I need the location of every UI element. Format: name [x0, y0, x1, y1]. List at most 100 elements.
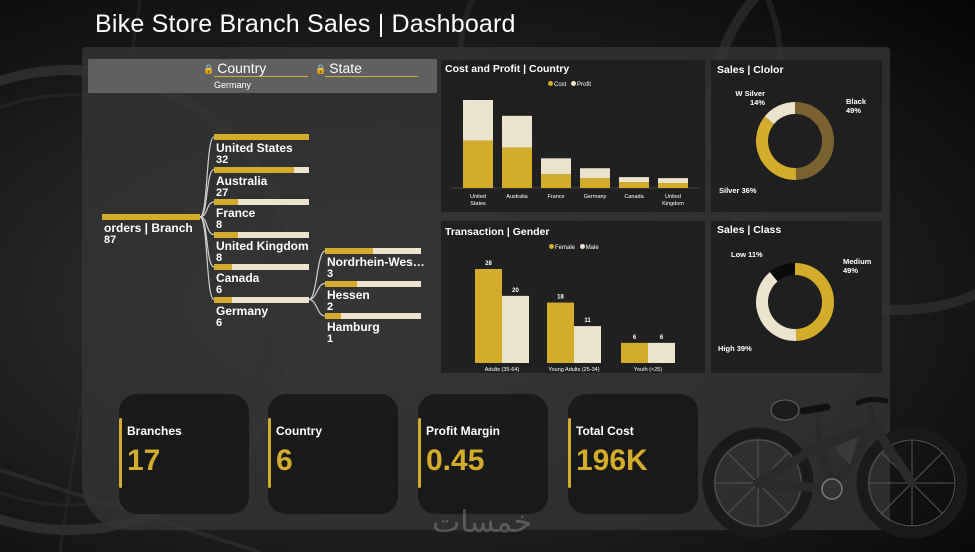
state-slicer-label: State	[329, 60, 362, 76]
x-tick-label: Young Adults (25-34)	[548, 367, 599, 373]
kpi-total-cost-card: Total Cost 196K	[568, 394, 698, 514]
legend-dot-icon	[548, 81, 553, 86]
x-tick-label: Youth (<25)	[634, 367, 663, 373]
donut-value: 14%	[750, 98, 765, 107]
bar-cost[interactable]	[658, 183, 688, 188]
node-label: United States	[216, 141, 293, 155]
bar-profit[interactable]	[502, 115, 532, 148]
node-value: 2	[327, 300, 334, 313]
bar-profit[interactable]	[541, 158, 571, 175]
donut-slice-w-silver[interactable]	[764, 102, 796, 125]
transaction-gender-chart: 28 20 Adults (35-64) 18 11 Young Adults (25-3…	[475, 261, 675, 373]
node-label: Hamburg	[327, 320, 380, 334]
donut-slice-black[interactable]	[794, 102, 834, 180]
bar-male[interactable]	[574, 326, 601, 363]
data-label: 6	[660, 335, 664, 341]
node-value: 8	[216, 251, 223, 264]
kpi-profit-margin-value: 0.45	[426, 444, 485, 477]
node-bar-fill	[214, 296, 233, 303]
donut-label: Medium	[843, 257, 872, 266]
donut-value: 49%	[843, 266, 858, 275]
donut-label: W Silver	[735, 89, 765, 98]
node-value: 3	[327, 268, 334, 280]
x-tick-label: Adults (35-64)	[485, 367, 520, 373]
country-slicer[interactable]: 🔒 Country	[203, 60, 266, 76]
gender-legend: Female Male	[549, 244, 602, 251]
donut-label: Low 11%	[731, 250, 763, 259]
node-bar-track	[214, 134, 309, 140]
x-tick-label: Australia	[506, 194, 528, 200]
data-label: 28	[485, 261, 492, 267]
node-label: Hessen	[327, 287, 370, 302]
node-bar-track	[325, 280, 421, 287]
bar-profit[interactable]	[580, 168, 610, 179]
legend-profit: Profit	[577, 82, 592, 88]
country-slicer-underline	[214, 76, 308, 77]
legend-dot-icon	[579, 244, 585, 249]
node-bar-fill	[325, 313, 342, 319]
donut-slice-low[interactable]	[769, 263, 796, 282]
kpi-country-value: 6	[276, 444, 293, 477]
bar-cost[interactable]	[541, 174, 571, 188]
bar-profit[interactable]	[463, 100, 493, 141]
donut-label: High 39%	[718, 344, 752, 353]
donut-label: Silver 36%	[719, 186, 757, 195]
bar-male[interactable]	[648, 342, 675, 363]
bar-female[interactable]	[621, 342, 648, 363]
bar-female[interactable]	[475, 269, 502, 363]
transaction-gender-chart-title: Transaction | Gender	[445, 226, 550, 238]
bar-profit[interactable]	[658, 178, 688, 184]
node-value: 27	[216, 186, 229, 199]
kpi-branches-card: Branches 17	[119, 394, 249, 514]
cost-profit-chart-card: Cost and Profit | Country Cost Profit Un…	[441, 60, 705, 212]
node-value: 6	[216, 284, 223, 296]
lock-icon: 🔒	[315, 64, 327, 74]
sales-color-chart-card: Sales | Clolor Black 49% Silver 36% W Silve…	[711, 60, 882, 212]
legend-female: Female	[555, 245, 576, 251]
legend-male: Male	[585, 245, 599, 251]
x-tick-label: Germany	[584, 194, 607, 200]
cost-profit-legend: Cost Profit	[548, 81, 594, 88]
bar-cost[interactable]	[580, 178, 610, 188]
kpi-profit-margin-card: Profit Margin 0.45	[418, 394, 548, 514]
mountain-bike-image	[702, 396, 968, 539]
node-value: 1	[327, 333, 334, 345]
transaction-gender-chart-card: Transaction | Gender Female Male 28 20 Adu…	[441, 221, 705, 373]
x-tick-label: United	[665, 194, 681, 200]
node-bar-track	[214, 264, 309, 270]
bar-cost[interactable]	[502, 147, 532, 188]
donut-slice-high[interactable]	[756, 272, 797, 341]
node-value: 8	[216, 219, 223, 231]
node-bar-track	[325, 248, 421, 254]
bar-cost[interactable]	[619, 182, 649, 188]
node-label: France	[216, 206, 256, 220]
donut-label: Black	[846, 97, 867, 106]
legend-dot-icon	[549, 244, 554, 249]
dashboard-title: Bike Store Branch Sales | Dashboard	[95, 10, 516, 38]
node-value: 32	[216, 154, 229, 166]
x-tick-label: France	[547, 194, 564, 200]
node-bar-track	[214, 166, 309, 173]
donut-slice-medium[interactable]	[794, 263, 834, 341]
state-slicer-underline	[325, 76, 418, 77]
legend-dot-icon	[571, 81, 577, 86]
node-bar-track	[325, 313, 421, 319]
node-bar-fill	[102, 214, 200, 220]
legend-cost: Cost	[554, 82, 567, 88]
watermark-logo: خمسات	[432, 505, 533, 540]
country-slicer-label: Country	[217, 60, 267, 76]
kpi-accent	[418, 418, 421, 488]
kpi-total-cost-value: 196K	[576, 444, 648, 477]
bar-profit[interactable]	[619, 177, 649, 183]
bar-male[interactable]	[502, 295, 529, 363]
bar-cost[interactable]	[463, 140, 493, 188]
bar-female[interactable]	[547, 302, 574, 363]
donut-slice-silver[interactable]	[756, 116, 797, 180]
x-tick-label: Kingdom	[662, 201, 684, 207]
data-label: 11	[584, 318, 591, 324]
state-slicer[interactable]: 🔒 State	[315, 60, 362, 76]
kpi-branches-value: 17	[127, 444, 161, 477]
sales-color-chart-title: Sales | Clolor	[717, 64, 784, 76]
